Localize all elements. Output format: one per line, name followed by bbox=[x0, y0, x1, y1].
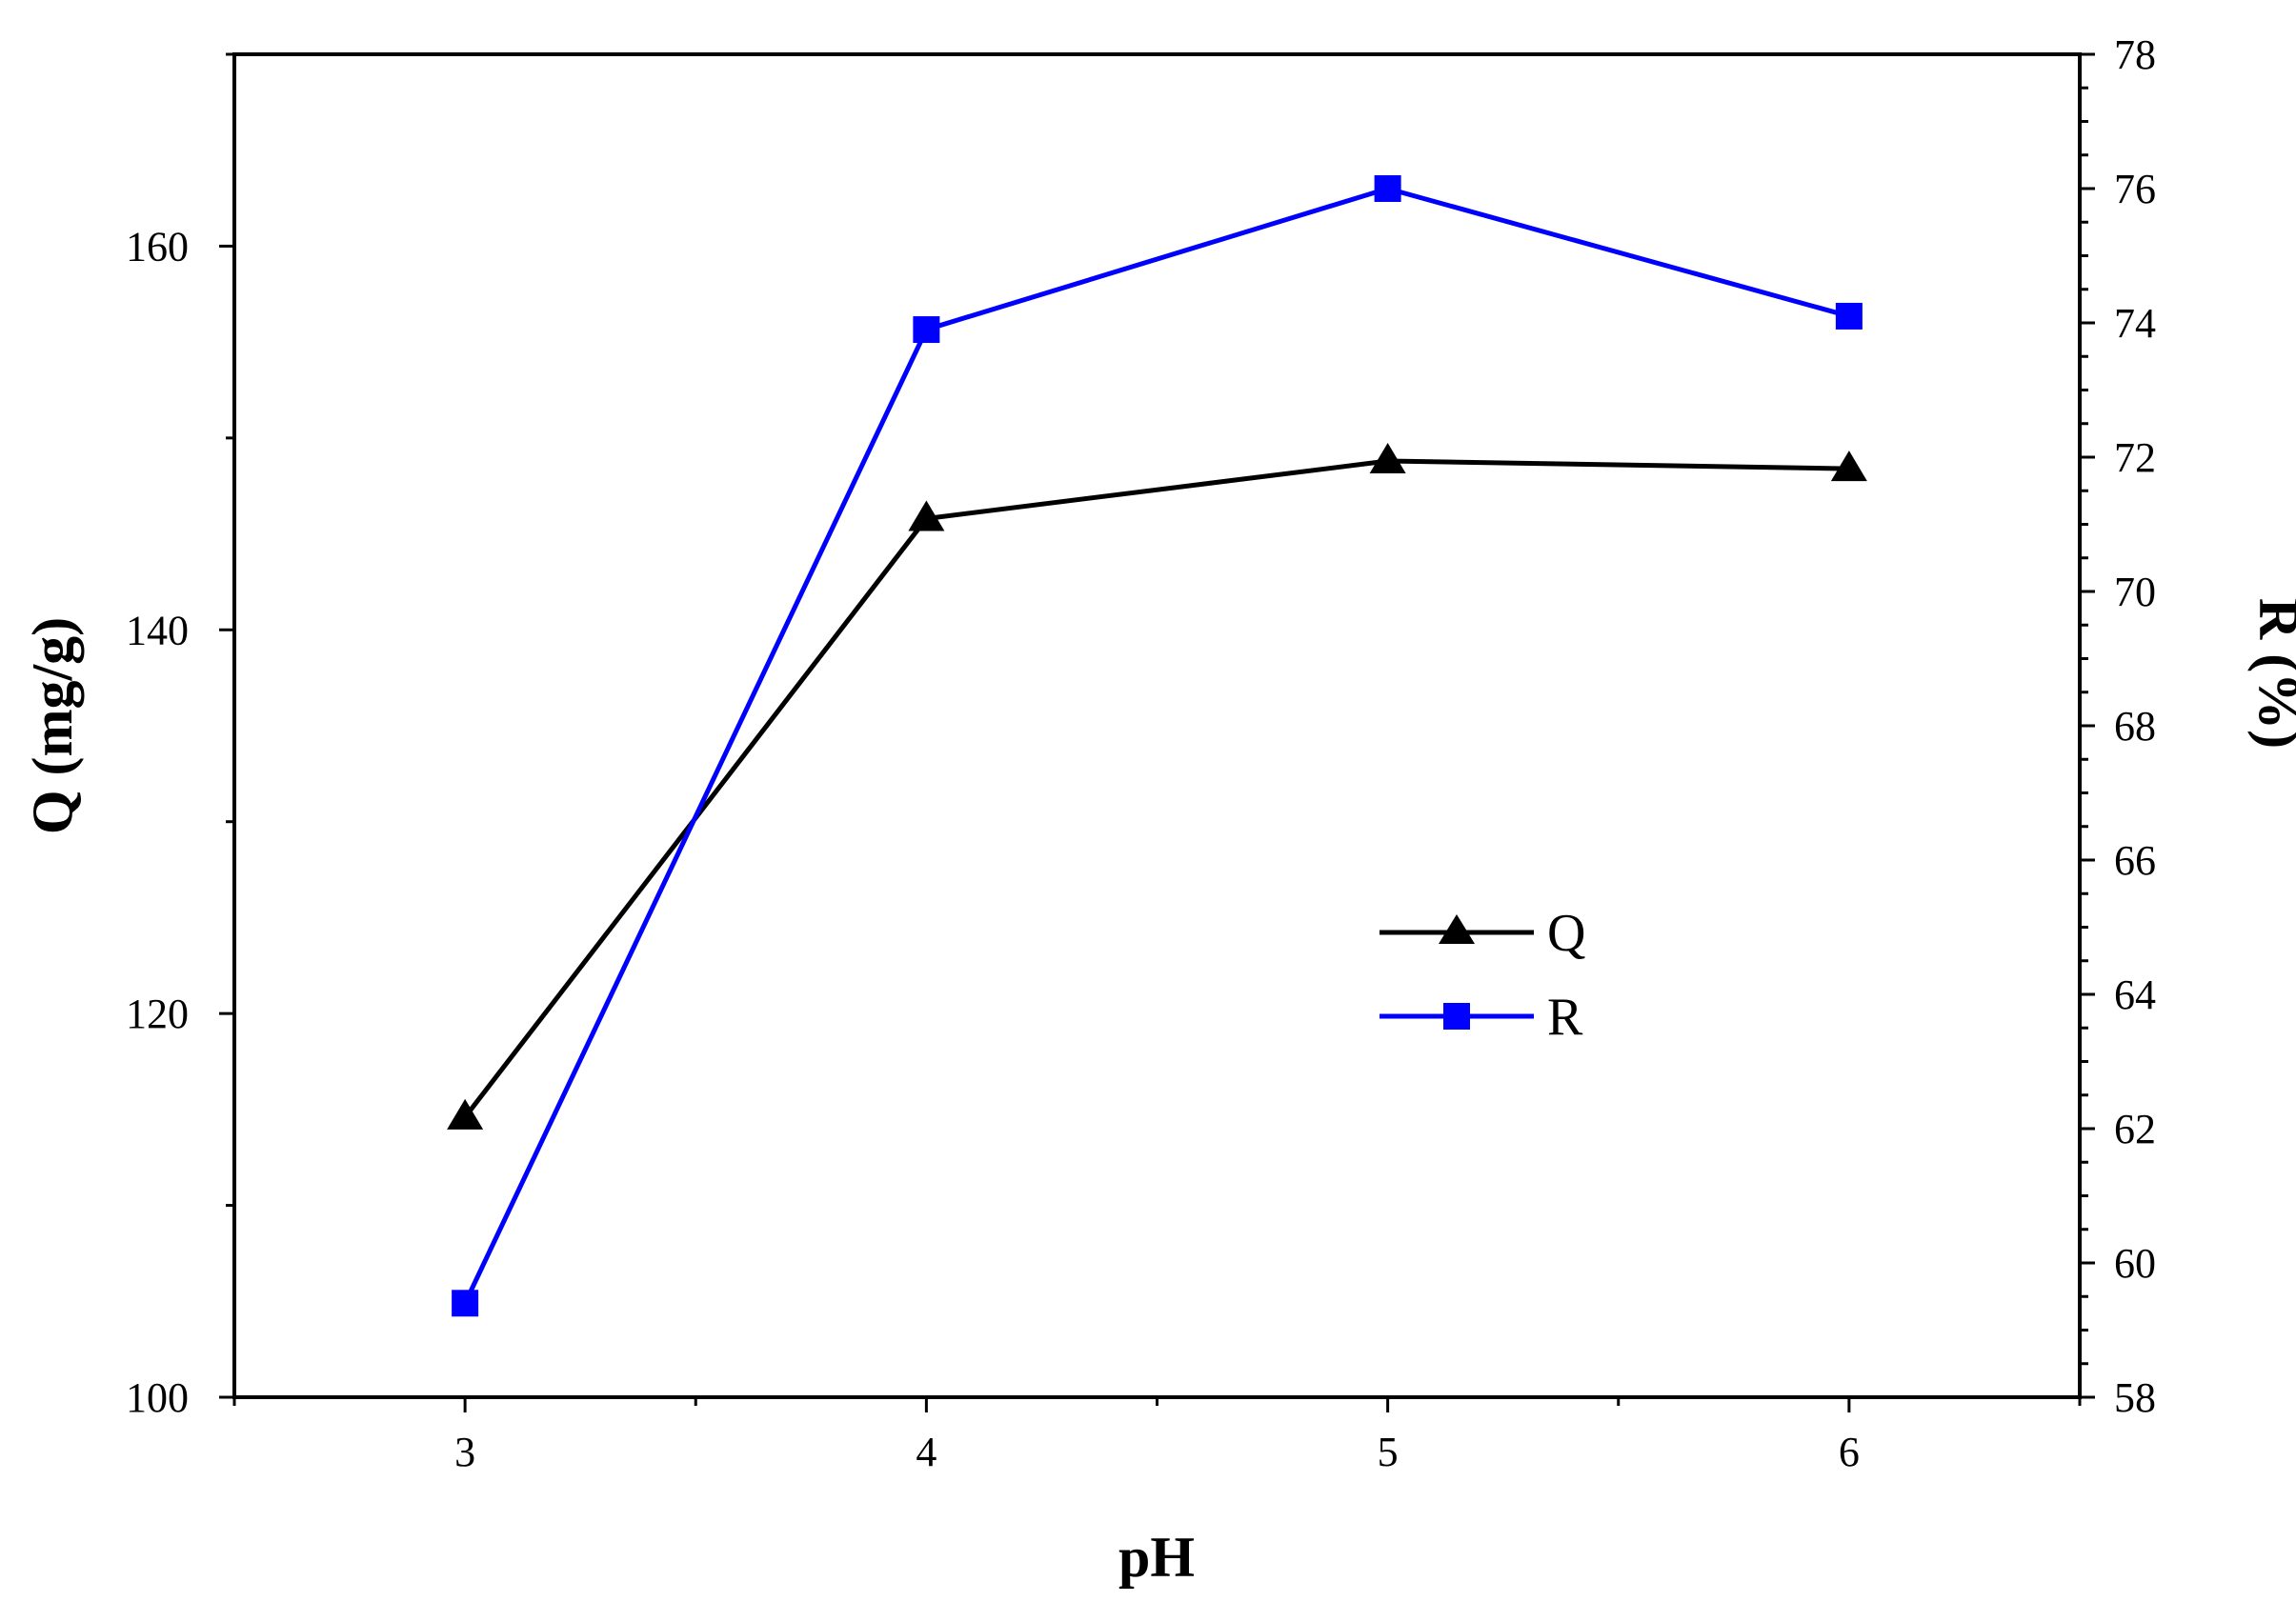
x-tick-label: 5 bbox=[1378, 1429, 1399, 1475]
right-y-tick-label: 68 bbox=[2114, 703, 2156, 750]
x-tick-label: 4 bbox=[916, 1429, 937, 1475]
legend-label-q: Q bbox=[1547, 904, 1585, 963]
right-y-tick-label: 78 bbox=[2114, 31, 2156, 78]
data-point-r bbox=[1374, 175, 1401, 202]
right-y-tick-label: 62 bbox=[2114, 1106, 2156, 1152]
right-y-tick-label: 70 bbox=[2114, 569, 2156, 615]
data-point-q bbox=[1369, 443, 1406, 474]
left-y-axis-ticks: 100 120 140 160 bbox=[126, 52, 234, 1421]
legend-label-r: R bbox=[1547, 988, 1583, 1047]
right-y-tick-label: 72 bbox=[2114, 434, 2156, 481]
right-y-tick-label: 66 bbox=[2114, 837, 2156, 884]
series-line-r bbox=[462, 186, 1850, 1305]
left-y-tick-label: 160 bbox=[126, 223, 189, 270]
x-tick-label: 3 bbox=[454, 1429, 475, 1475]
data-point-r bbox=[913, 316, 940, 344]
right-y-tick-label: 64 bbox=[2114, 971, 2156, 1018]
series-line-q bbox=[463, 458, 1849, 1119]
legend-marker-r bbox=[1443, 1003, 1470, 1030]
x-axis-ticks: 3 4 5 6 bbox=[232, 1397, 2082, 1475]
x-tick-label: 6 bbox=[1839, 1429, 1860, 1475]
series-layer bbox=[447, 175, 1867, 1317]
right-y-axis-title: R (%) bbox=[2247, 598, 2296, 749]
left-y-tick-label: 140 bbox=[126, 607, 189, 653]
left-y-tick-label: 100 bbox=[126, 1374, 189, 1421]
legend-marker-q bbox=[1439, 914, 1475, 944]
legend: Q R bbox=[1380, 904, 1585, 1047]
data-point-r bbox=[1835, 302, 1863, 330]
right-y-tick-label: 74 bbox=[2114, 300, 2156, 347]
data-point-r bbox=[452, 1290, 479, 1317]
right-y-axis-ticks: 58 60 62 64 66 68 70 72 74 76 78 bbox=[2080, 31, 2156, 1421]
data-point-q bbox=[1830, 451, 1867, 482]
right-y-tick-label: 76 bbox=[2114, 166, 2156, 212]
data-point-q bbox=[908, 500, 945, 531]
left-y-tick-label: 120 bbox=[126, 991, 189, 1037]
right-y-tick-label: 60 bbox=[2114, 1240, 2156, 1287]
data-point-q bbox=[447, 1098, 484, 1130]
plot-frame bbox=[232, 52, 2082, 1399]
left-y-axis-title: Q (mg/g) bbox=[21, 617, 84, 834]
right-y-tick-label: 58 bbox=[2114, 1374, 2156, 1421]
x-axis-title: pH bbox=[1118, 1526, 1195, 1589]
